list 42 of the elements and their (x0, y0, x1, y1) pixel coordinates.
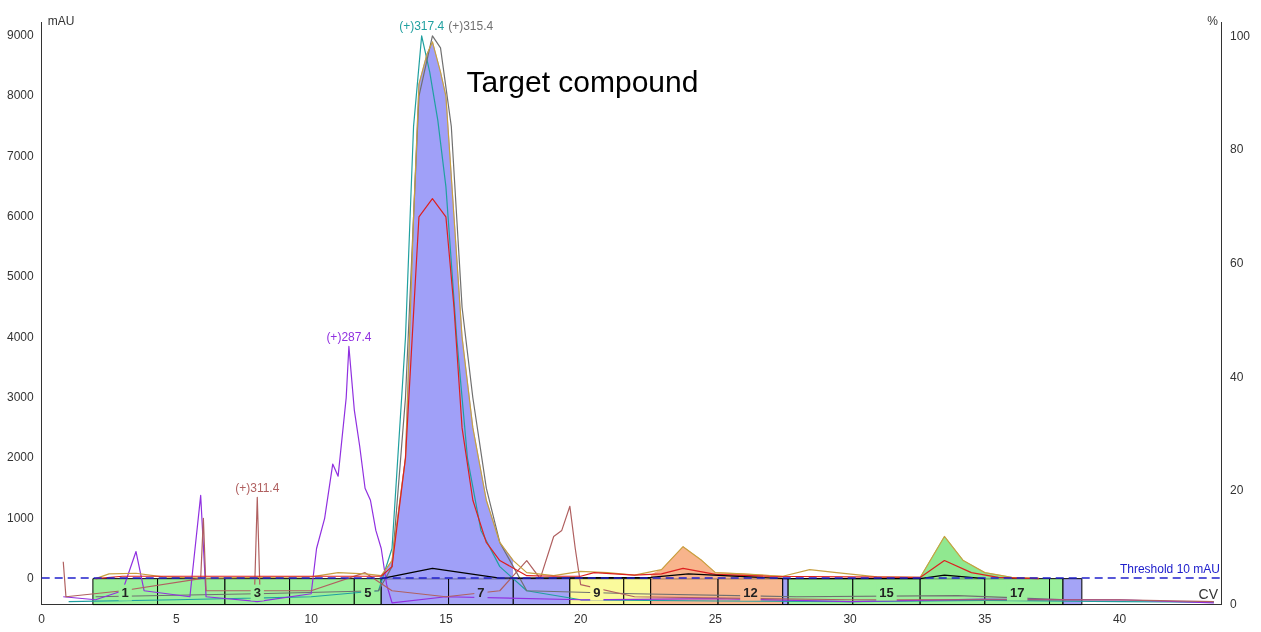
y2-axis-title: % (1207, 14, 1219, 29)
x-tick-label: 40 (1112, 612, 1127, 627)
x-tick-label: 0 (38, 612, 46, 627)
x-tick-label: 25 (708, 612, 723, 627)
band-label: 15 (879, 585, 894, 601)
series-label: (+)311.4 (235, 480, 280, 495)
y2-tick-label: 80 (1229, 142, 1244, 157)
y-tick-label: 9000 (6, 28, 35, 43)
y-tick-label: 2000 (6, 450, 35, 465)
y-tick-label: 5000 (6, 269, 35, 284)
y2-tick-label: 0 (1229, 596, 1237, 611)
x-tick-label: 5 (173, 612, 181, 627)
x-tick-label: 35 (978, 612, 992, 627)
y-tick-label: 4000 (6, 329, 35, 344)
band-label: 5 (364, 585, 372, 601)
y2-tick-label: 20 (1229, 483, 1244, 498)
y-tick-label: 7000 (6, 148, 35, 163)
band-label: 1 (121, 585, 129, 601)
y-tick-label: 1000 (6, 510, 35, 525)
x-tick-label: 10 (304, 612, 319, 627)
band-label: 17 (1009, 585, 1025, 601)
y2-tick-label: 60 (1229, 255, 1244, 270)
y-tick-label: 6000 (6, 209, 35, 224)
ref-line-label: Threshold 10 mAU (1119, 562, 1220, 577)
y-axis-title: mAU (47, 14, 75, 29)
band-label: 9 (593, 585, 601, 601)
series-label: (+)287.4 (326, 329, 372, 344)
series-label: (+)315.4 (448, 19, 494, 34)
series-label: (+)317.4 (399, 19, 445, 34)
x-tick-label: 20 (573, 612, 588, 627)
band-label: 12 (743, 585, 758, 601)
x-tick-label: 30 (843, 612, 858, 627)
y-tick-label: 8000 (6, 88, 35, 103)
x-tick-label: 15 (439, 612, 453, 627)
y2-tick-label: 100 (1229, 28, 1251, 43)
y-tick-label: 3000 (6, 390, 35, 405)
band-label: 3 (253, 585, 261, 601)
y-tick-label: 0 (27, 570, 35, 585)
annotation: Target compound (466, 65, 699, 99)
y2-tick-label: 40 (1229, 369, 1244, 384)
x-axis-title: CV (1198, 586, 1219, 603)
band-label: 7 (477, 585, 485, 601)
